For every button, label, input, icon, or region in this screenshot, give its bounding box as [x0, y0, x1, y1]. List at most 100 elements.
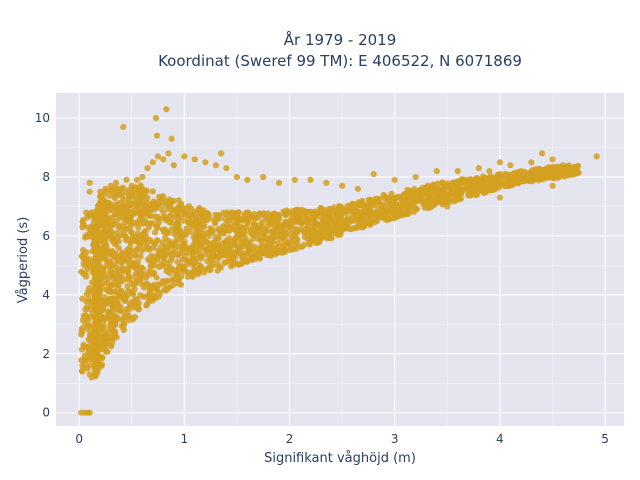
data-point: [99, 283, 106, 290]
data-point: [97, 193, 104, 201]
data-point: [212, 220, 219, 227]
data-point: [374, 217, 381, 224]
data-point: [149, 159, 156, 166]
x-tick-label: 4: [496, 432, 504, 446]
data-point: [129, 316, 136, 323]
data-point: [133, 238, 140, 245]
data-point: [153, 132, 161, 139]
data-point: [107, 251, 114, 258]
data-point: [444, 192, 451, 199]
data-point: [145, 224, 152, 231]
data-point: [423, 190, 430, 197]
data-point: [543, 166, 551, 173]
data-point: [91, 371, 98, 378]
data-point: [307, 176, 314, 183]
data-point: [218, 150, 225, 157]
data-point: [119, 231, 126, 238]
data-point: [82, 273, 90, 280]
data-point: [128, 200, 136, 207]
y-tick-label: 10: [35, 111, 50, 125]
data-point: [550, 163, 558, 171]
data-point: [365, 196, 373, 203]
data-point: [388, 201, 395, 208]
data-point: [144, 165, 151, 172]
data-point: [154, 153, 162, 160]
data-point: [119, 192, 126, 199]
data-point: [112, 179, 120, 186]
data-point: [79, 295, 86, 302]
x-tick-label: 0: [75, 432, 83, 446]
data-point: [425, 205, 432, 212]
data-point: [101, 232, 108, 239]
data-point: [106, 262, 113, 269]
data-point: [86, 232, 93, 239]
data-point: [483, 181, 490, 188]
data-point: [172, 239, 179, 246]
data-point: [257, 236, 264, 244]
data-point: [97, 188, 104, 195]
data-point: [102, 185, 109, 192]
data-point: [80, 217, 87, 224]
data-point: [360, 221, 367, 228]
data-point: [89, 279, 96, 286]
data-point: [128, 229, 135, 236]
data-point: [132, 194, 139, 201]
data-point: [151, 229, 159, 236]
data-point: [113, 334, 120, 341]
data-point: [387, 207, 394, 214]
data-point: [175, 250, 182, 258]
data-point: [532, 171, 539, 178]
data-point: [91, 262, 98, 269]
data-point: [473, 191, 480, 198]
data-point: [478, 187, 485, 194]
data-point: [538, 150, 546, 157]
data-point: [138, 194, 145, 201]
data-point: [86, 188, 93, 195]
data-point: [164, 278, 171, 285]
data-point: [175, 226, 182, 234]
data-point: [250, 221, 258, 228]
data-point: [472, 183, 479, 190]
y-tick-label: 0: [42, 406, 50, 420]
data-point: [86, 284, 93, 292]
data-point: [496, 194, 503, 201]
data-point: [517, 168, 525, 175]
data-point: [358, 212, 365, 219]
data-point: [176, 263, 184, 270]
x-axis-title: Signifikant våghöjd (m): [264, 451, 416, 466]
data-point: [154, 215, 161, 222]
data-point: [135, 185, 142, 192]
data-point: [193, 240, 200, 248]
data-point: [122, 237, 130, 244]
data-point: [292, 214, 299, 221]
data-point: [456, 178, 463, 185]
data-point: [84, 262, 91, 269]
x-tick-label: 2: [286, 432, 294, 446]
data-point: [513, 176, 520, 183]
data-point: [144, 239, 151, 246]
data-point: [164, 229, 171, 236]
data-point: [250, 235, 257, 242]
data-point: [438, 199, 445, 206]
data-point: [307, 231, 314, 238]
data-point: [125, 218, 132, 225]
data-point: [258, 228, 266, 235]
data-point: [354, 185, 361, 192]
data-point: [154, 237, 161, 244]
data-point: [233, 232, 240, 239]
data-point: [318, 224, 325, 231]
data-point: [185, 203, 192, 210]
data-point: [337, 216, 344, 223]
data-points: [78, 106, 600, 416]
data-point: [135, 299, 142, 306]
data-point: [210, 251, 217, 258]
data-point: [153, 223, 161, 230]
data-point: [496, 159, 503, 166]
data-point: [149, 188, 156, 195]
data-point: [163, 106, 170, 113]
data-point: [504, 175, 511, 182]
data-point: [223, 165, 230, 172]
data-point: [124, 268, 131, 275]
data-point: [285, 223, 292, 230]
data-point: [198, 225, 205, 232]
